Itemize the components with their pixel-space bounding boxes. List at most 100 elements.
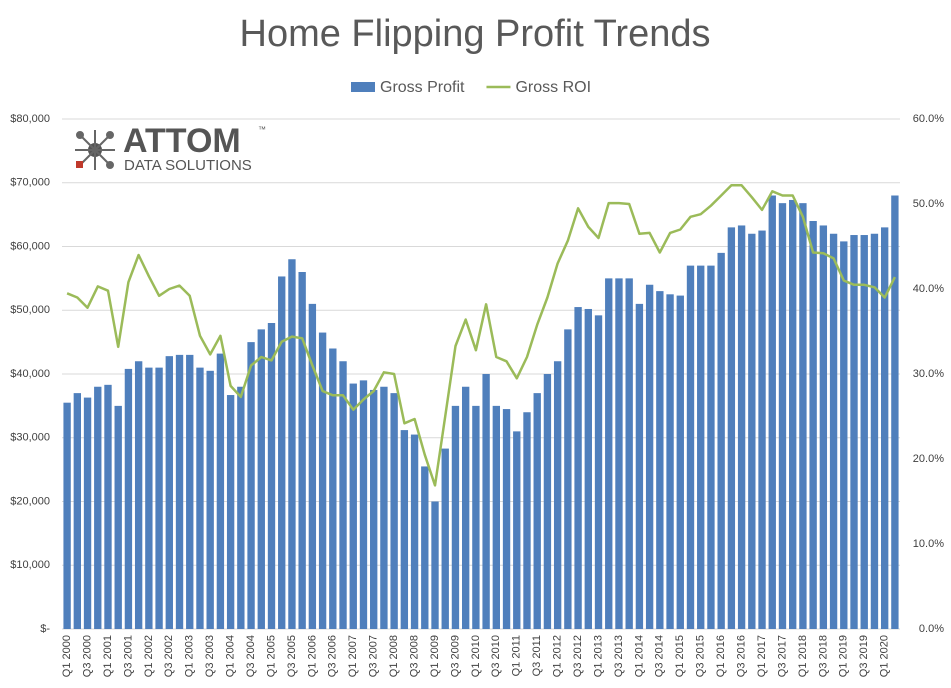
- bar: [247, 342, 255, 629]
- bar: [421, 466, 429, 629]
- logo-name: ATTOM: [123, 122, 241, 160]
- logo-tagline: DATA SOLUTIONS: [124, 157, 252, 174]
- x-tick-label: Q3 2010: [490, 635, 502, 677]
- x-tick-label: Q3 2015: [695, 635, 707, 677]
- logo-icon: [75, 130, 115, 170]
- bar: [676, 295, 684, 629]
- x-tick-label: Q1 2010: [470, 635, 482, 677]
- x-tick-label: Q1 2015: [674, 635, 686, 677]
- bar: [584, 308, 592, 629]
- logo-mark: ™: [258, 125, 266, 134]
- bar: [686, 265, 695, 629]
- x-tick-label: Q3 2002: [163, 635, 175, 677]
- x-tick-label: Q3 2000: [81, 635, 93, 677]
- bar: [870, 233, 879, 629]
- x-tick-label: Q1 2000: [61, 635, 73, 677]
- bar: [635, 303, 644, 629]
- y2-tick-label: 20.0%: [913, 453, 944, 465]
- line: [66, 184, 897, 487]
- bar: [134, 361, 143, 629]
- bar: [278, 276, 286, 629]
- x-tick-label: Q3 2003: [204, 635, 216, 677]
- x-tick-label: Q3 2007: [368, 635, 380, 677]
- bar: [451, 405, 460, 629]
- bar: [645, 284, 654, 629]
- y-tick-label: $50,000: [10, 304, 50, 316]
- bar: [574, 307, 582, 629]
- bar: [145, 367, 153, 629]
- bar: [288, 259, 296, 629]
- x-tick-label: Q3 2017: [776, 635, 788, 677]
- chart-title: Home Flipping Profit Trends: [240, 13, 711, 55]
- bar: [880, 227, 889, 629]
- x-tick-label: Q1 2003: [184, 635, 196, 677]
- bar: [748, 233, 756, 629]
- x-tick-label: Q1 2011: [511, 635, 523, 676]
- bar: [114, 405, 122, 629]
- x-tick-label: Q1 2017: [756, 635, 768, 677]
- bar: [891, 195, 899, 629]
- bar: [778, 203, 787, 629]
- bar: [737, 225, 746, 629]
- bar: [267, 323, 276, 629]
- bar: [605, 278, 613, 629]
- y2-tick-label: 0.0%: [919, 623, 944, 635]
- bar: [206, 370, 214, 629]
- x-tick-label: Q1 2009: [429, 635, 441, 677]
- bar: [329, 348, 337, 629]
- bar: [165, 356, 173, 629]
- bar: [615, 278, 623, 629]
- bar: [298, 272, 306, 629]
- x-tick-label: Q3 2004: [245, 635, 257, 677]
- bar: [94, 386, 102, 629]
- bar: [155, 367, 163, 629]
- y-tick-label: $40,000: [10, 368, 50, 380]
- x-tick-label: Q3 2014: [654, 635, 666, 677]
- bar: [410, 434, 419, 629]
- x-tick-label: Q1 2007: [347, 635, 359, 677]
- x-tick-label: Q1 2004: [225, 635, 237, 677]
- logo: ATTOM ™ DATA SOLUTIONS: [75, 122, 266, 174]
- bar: [809, 221, 817, 629]
- bar: [523, 412, 531, 629]
- x-tick-label: Q3 2013: [613, 635, 625, 677]
- x-tick-label: Q1 2020: [879, 635, 891, 677]
- bar: [216, 353, 225, 629]
- x-tick-label: Q1 2016: [715, 635, 727, 677]
- bar: [533, 393, 541, 629]
- x-tick-label: Q1 2001: [102, 635, 114, 677]
- bar: [175, 354, 184, 629]
- y-tick-label: $60,000: [10, 240, 50, 252]
- bar: [707, 265, 715, 629]
- bar: [431, 501, 439, 629]
- y-tick-label: $20,000: [10, 495, 50, 507]
- bar: [63, 402, 71, 629]
- x-tick-label: Q3 2001: [122, 635, 134, 677]
- x-tick-label: Q1 2013: [592, 635, 604, 677]
- x-tick-label: Q1 2018: [797, 635, 809, 677]
- bar: [829, 233, 838, 629]
- legend-label: Gross ROI: [515, 79, 591, 96]
- bar: [727, 227, 736, 629]
- bar: [697, 265, 705, 629]
- x-tick-label: Q3 2012: [572, 635, 584, 677]
- bar: [370, 389, 378, 629]
- bar: [257, 329, 265, 629]
- bar: [860, 235, 868, 629]
- bar: [400, 430, 409, 629]
- bar: [73, 393, 82, 629]
- x-tick-label: Q1 2008: [388, 635, 400, 677]
- y2-tick-label: 40.0%: [913, 283, 944, 295]
- bar: [83, 397, 92, 629]
- x-tick-label: Q1 2014: [633, 635, 645, 677]
- x-tick-label: Q1 2005: [265, 635, 277, 677]
- bar: [441, 448, 449, 629]
- bar: [799, 203, 807, 629]
- bar: [308, 303, 317, 629]
- bar: [237, 386, 245, 629]
- x-tick-label: Q3 2018: [817, 635, 829, 677]
- y2-tick-label: 50.0%: [913, 198, 944, 210]
- bar: [850, 235, 858, 629]
- bar: [349, 383, 357, 629]
